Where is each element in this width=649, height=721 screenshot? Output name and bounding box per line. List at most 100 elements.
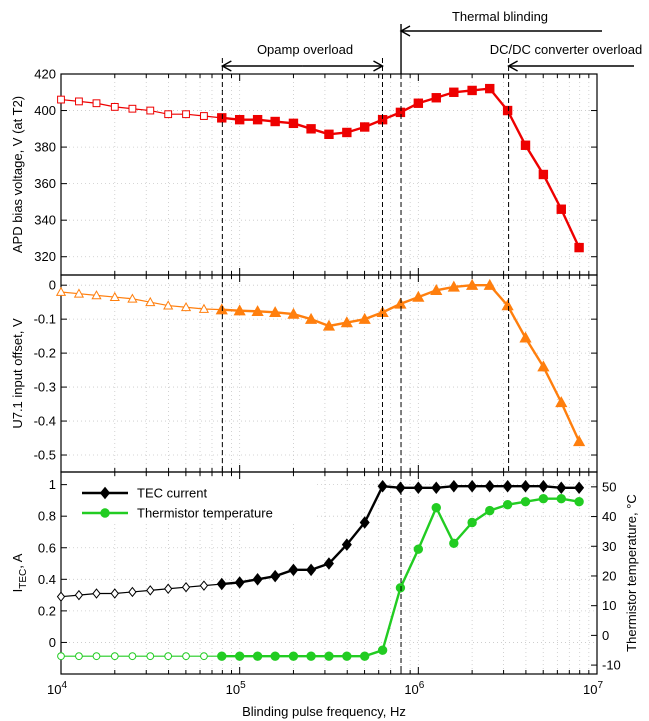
annotations: Thermal blinding Opamp overload DC/DC co… bbox=[257, 9, 642, 57]
data-point bbox=[287, 307, 300, 319]
data-point bbox=[56, 591, 66, 602]
data-point bbox=[57, 95, 65, 104]
data-point bbox=[502, 479, 513, 493]
data-point bbox=[200, 652, 208, 661]
apd-bias-ylabel: APD bias voltage, V (at T2) bbox=[10, 96, 25, 253]
axes-frame bbox=[60, 471, 598, 675]
data-point bbox=[182, 110, 190, 119]
data-point bbox=[395, 107, 406, 118]
y-tick-label: 0 bbox=[49, 635, 56, 650]
data-point bbox=[234, 114, 245, 125]
data-point bbox=[431, 481, 442, 495]
tec-ylabel-rest: , A bbox=[10, 553, 25, 569]
y2-tick-label: -10 bbox=[602, 658, 621, 673]
panel-tec-series bbox=[56, 479, 585, 661]
data-point bbox=[413, 481, 424, 495]
data-point bbox=[556, 494, 566, 504]
data-point bbox=[217, 651, 227, 661]
data-point bbox=[359, 516, 370, 529]
data-point bbox=[306, 651, 316, 661]
data-point bbox=[146, 652, 155, 661]
data-point bbox=[377, 479, 388, 493]
data-point bbox=[574, 497, 584, 507]
x-tick-label: 105 bbox=[226, 680, 246, 697]
data-point bbox=[556, 204, 566, 214]
data-point bbox=[340, 316, 353, 328]
data-point bbox=[413, 98, 424, 108]
data-point bbox=[181, 581, 191, 593]
panel-apd-bias-series bbox=[57, 83, 584, 253]
data-point bbox=[519, 331, 532, 343]
data-point bbox=[234, 651, 245, 661]
legend: TEC current Thermistor temperature bbox=[68, 479, 316, 523]
data-point bbox=[394, 297, 407, 309]
data-point bbox=[304, 312, 318, 324]
y2-tick-label: 50 bbox=[602, 479, 616, 494]
data-point bbox=[395, 481, 406, 495]
data-point bbox=[574, 242, 584, 253]
data-point bbox=[431, 502, 441, 513]
data-point bbox=[200, 112, 208, 120]
data-point bbox=[342, 127, 352, 138]
data-point bbox=[91, 290, 102, 300]
panel-apd-bias: 320 340 360 380 400 420 APD bias voltage, V (… bbox=[10, 67, 598, 276]
legend-box bbox=[68, 479, 316, 523]
data-point bbox=[538, 479, 549, 493]
panel-apd-bias-tick-labels: 320 340 360 380 400 420 bbox=[34, 67, 56, 265]
data-point bbox=[342, 651, 352, 661]
data-point bbox=[55, 286, 67, 296]
tec-ylabel-sub: TEC bbox=[18, 569, 29, 589]
data-point bbox=[234, 576, 245, 589]
opamp-arrow-right-head bbox=[373, 60, 384, 72]
y-tick-label: -0.2 bbox=[34, 346, 56, 361]
data-point bbox=[360, 651, 370, 661]
data-point bbox=[358, 312, 371, 324]
data-point bbox=[74, 589, 84, 601]
y-tick-label: 0.6 bbox=[38, 540, 56, 555]
data-point bbox=[324, 129, 334, 140]
series-line-thin bbox=[60, 583, 222, 598]
y2-tick-label: 30 bbox=[602, 539, 616, 554]
x-tick-labels: 104 105 106 107 bbox=[47, 680, 603, 697]
x-axis-label: Blinding pulse frequency, Hz bbox=[242, 704, 406, 719]
data-point bbox=[75, 652, 83, 661]
legend-entry: Thermistor temperature bbox=[137, 506, 273, 521]
data-point bbox=[377, 645, 388, 655]
data-point bbox=[252, 573, 263, 586]
data-point bbox=[485, 505, 495, 516]
data-point bbox=[164, 652, 173, 661]
data-point bbox=[128, 104, 137, 113]
data-point bbox=[252, 651, 263, 661]
y-tick-label: -0.3 bbox=[34, 380, 56, 395]
data-point bbox=[198, 303, 210, 313]
data-point bbox=[306, 124, 316, 134]
axes-frame bbox=[60, 73, 598, 276]
y2-tick-label: 10 bbox=[602, 598, 616, 613]
data-point bbox=[288, 118, 299, 129]
y2-tick-label: 0 bbox=[602, 628, 609, 643]
data-point bbox=[251, 305, 264, 317]
data-point bbox=[322, 319, 336, 331]
data-point bbox=[574, 481, 585, 495]
y-tick-label: 400 bbox=[34, 103, 56, 118]
y-tick-label: 0 bbox=[49, 278, 56, 293]
tec-current-ylabel: ITEC, A bbox=[10, 553, 29, 592]
data-point bbox=[502, 499, 513, 510]
data-point bbox=[288, 563, 299, 577]
data-point bbox=[520, 140, 531, 150]
axes-frame bbox=[60, 274, 598, 473]
data-point bbox=[306, 563, 317, 577]
tec-ylabel-main: I bbox=[10, 589, 25, 593]
data-point bbox=[573, 435, 586, 447]
x-tick-label: 106 bbox=[404, 680, 424, 697]
data-point bbox=[323, 557, 334, 570]
data-point bbox=[556, 481, 567, 495]
data-point bbox=[215, 303, 228, 315]
data-point bbox=[146, 585, 155, 596]
data-point bbox=[395, 583, 406, 593]
data-point bbox=[110, 588, 119, 599]
x-tick-label: 104 bbox=[47, 680, 67, 697]
panel-input-offset-tick-labels: 0 -0.1 -0.2 -0.3 -0.4 -0.5 bbox=[34, 278, 56, 463]
data-point bbox=[145, 296, 156, 307]
data-point bbox=[146, 106, 155, 115]
